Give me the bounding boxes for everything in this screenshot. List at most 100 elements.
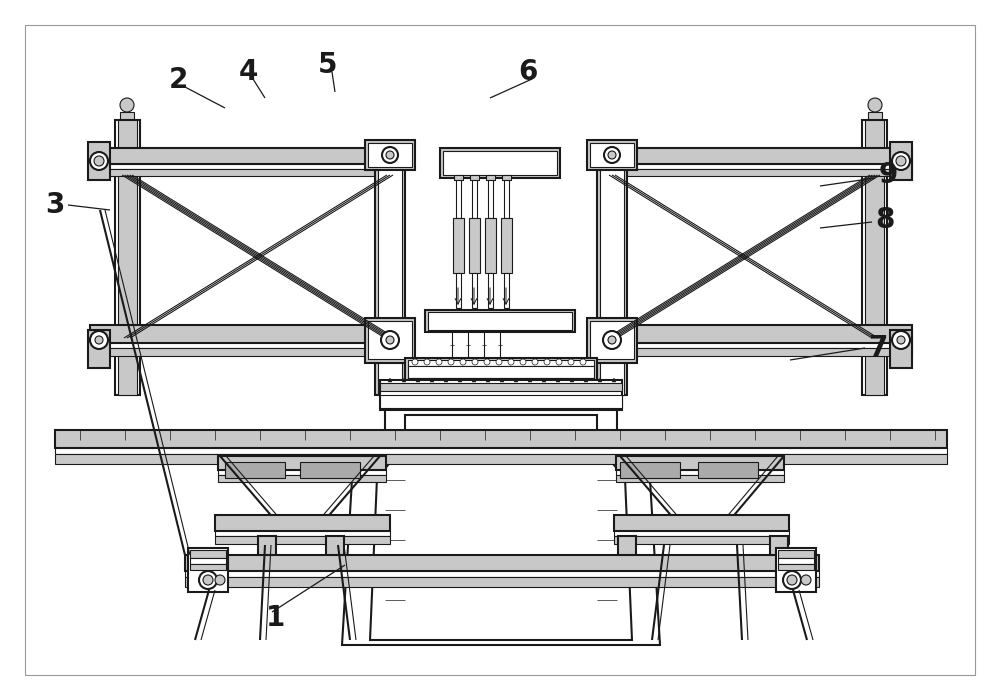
Circle shape: [801, 575, 811, 585]
Text: 9: 9: [878, 161, 898, 189]
Bar: [90, 164, 390, 169]
Bar: [218, 456, 386, 470]
Bar: [587, 318, 637, 363]
Bar: [616, 456, 784, 470]
Bar: [597, 325, 912, 343]
Circle shape: [95, 336, 103, 344]
Bar: [618, 536, 636, 556]
Bar: [504, 273, 509, 308]
Polygon shape: [486, 378, 490, 382]
Text: 1: 1: [265, 604, 285, 632]
Bar: [375, 148, 405, 395]
Bar: [486, 175, 495, 180]
Circle shape: [508, 359, 514, 365]
Polygon shape: [388, 378, 392, 382]
Bar: [890, 330, 912, 368]
Bar: [776, 548, 816, 592]
Polygon shape: [458, 378, 462, 382]
Bar: [405, 358, 597, 380]
Circle shape: [386, 151, 394, 159]
Bar: [225, 462, 285, 478]
Circle shape: [520, 359, 526, 365]
Polygon shape: [402, 378, 406, 382]
Bar: [488, 273, 493, 308]
Polygon shape: [342, 410, 660, 645]
Bar: [88, 142, 110, 180]
Circle shape: [568, 359, 574, 365]
Bar: [365, 318, 415, 363]
Bar: [456, 178, 461, 218]
Bar: [862, 120, 887, 395]
Circle shape: [603, 331, 621, 349]
Bar: [190, 550, 226, 558]
Bar: [612, 148, 912, 164]
Text: 8: 8: [875, 206, 895, 234]
Bar: [698, 462, 758, 478]
Bar: [408, 378, 594, 382]
Polygon shape: [472, 378, 476, 382]
Circle shape: [386, 336, 394, 344]
Bar: [215, 531, 390, 536]
Polygon shape: [612, 378, 616, 382]
Bar: [218, 470, 386, 475]
Bar: [90, 348, 405, 356]
Bar: [55, 448, 947, 454]
Bar: [408, 360, 594, 366]
Circle shape: [544, 359, 550, 365]
Polygon shape: [370, 415, 632, 640]
Circle shape: [608, 151, 616, 159]
Bar: [865, 120, 884, 395]
Bar: [368, 143, 412, 167]
Bar: [866, 122, 884, 128]
Circle shape: [868, 98, 882, 112]
Circle shape: [436, 359, 442, 365]
Bar: [90, 169, 390, 176]
Bar: [614, 515, 789, 531]
Bar: [597, 148, 627, 395]
Bar: [778, 558, 814, 564]
Bar: [118, 120, 137, 395]
Bar: [190, 558, 226, 564]
Circle shape: [783, 571, 801, 589]
Bar: [215, 515, 390, 531]
Bar: [868, 112, 882, 122]
Circle shape: [472, 359, 478, 365]
Bar: [120, 112, 134, 122]
Polygon shape: [416, 378, 420, 382]
Circle shape: [448, 359, 454, 365]
Bar: [597, 343, 912, 348]
Bar: [614, 531, 789, 536]
Bar: [890, 142, 912, 180]
Bar: [380, 383, 622, 391]
Bar: [614, 536, 789, 544]
Bar: [218, 475, 386, 482]
Bar: [408, 366, 594, 378]
Circle shape: [412, 359, 418, 365]
Bar: [440, 148, 560, 178]
Bar: [188, 548, 228, 592]
Bar: [778, 550, 814, 558]
Bar: [485, 218, 496, 273]
Circle shape: [484, 359, 490, 365]
Bar: [90, 148, 390, 164]
Polygon shape: [430, 378, 434, 382]
Circle shape: [424, 359, 430, 365]
Bar: [258, 536, 276, 556]
Bar: [55, 454, 947, 464]
Bar: [472, 178, 477, 218]
Circle shape: [460, 359, 466, 365]
Bar: [587, 140, 637, 170]
Bar: [612, 169, 912, 176]
Bar: [456, 273, 461, 308]
Bar: [443, 151, 557, 175]
Bar: [300, 462, 360, 478]
Bar: [488, 178, 493, 218]
Circle shape: [604, 147, 620, 163]
Circle shape: [120, 98, 134, 112]
Bar: [469, 218, 480, 273]
Polygon shape: [528, 378, 532, 382]
Bar: [365, 140, 415, 170]
Bar: [472, 273, 477, 308]
Circle shape: [892, 331, 910, 349]
Bar: [185, 577, 819, 587]
